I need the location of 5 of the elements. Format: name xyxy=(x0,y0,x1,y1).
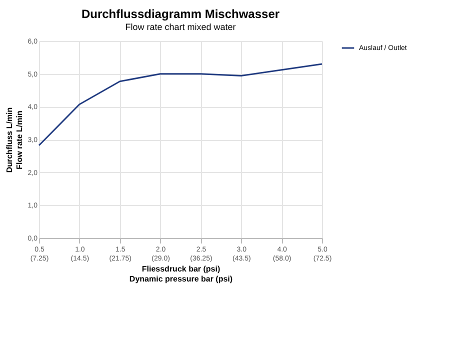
chart-title: Durchflussdiagramm Mischwasser xyxy=(81,7,280,21)
x-axis-title: Fliessdruck bar (psi) Dynamic pressure bar (psi) xyxy=(129,264,233,284)
line-series xyxy=(38,63,323,146)
y-axis-title: Durchfluss L/min Flow rate L/min xyxy=(4,107,24,173)
chart-subtitle: Flow rate chart mixed water xyxy=(125,22,236,32)
